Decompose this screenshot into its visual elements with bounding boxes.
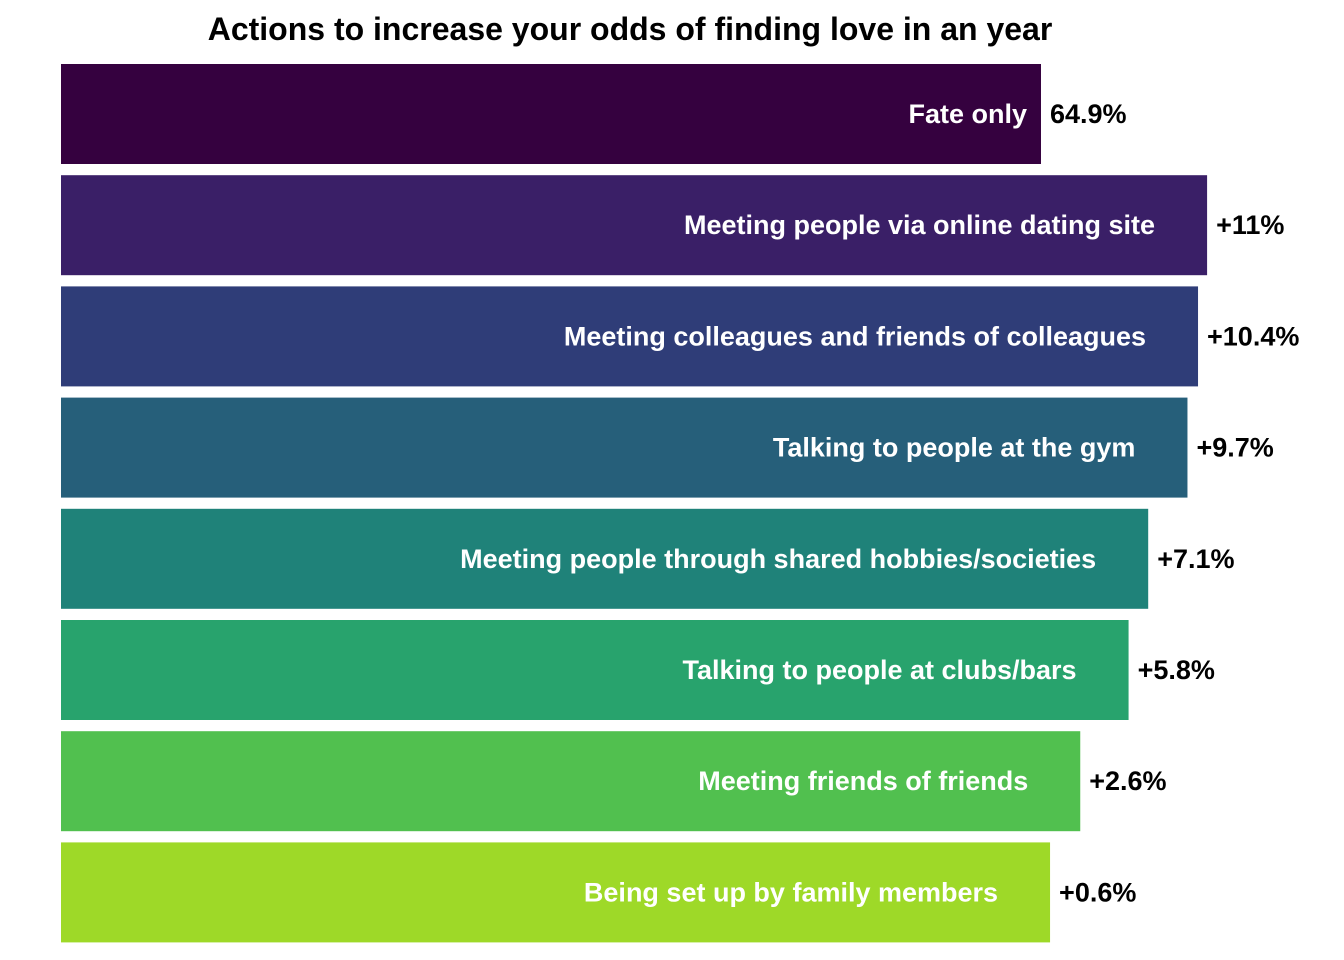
bar-value-label-7: +0.6% — [1059, 877, 1136, 907]
bar-category-label-1: Meeting people via online dating site — [684, 210, 1155, 240]
bar-category-label-7: Being set up by family members — [584, 877, 998, 907]
bar-1 — [61, 175, 1208, 276]
bar-value-label-5: +5.8% — [1138, 655, 1215, 685]
bar-category-label-6: Meeting friends of friends — [698, 766, 1028, 796]
bar-5 — [61, 620, 1129, 720]
bar-category-label-2: Meeting colleagues and friends of collea… — [564, 321, 1146, 351]
bar-value-label-0: 64.9% — [1050, 99, 1127, 129]
bar-category-label-3: Talking to people at the gym — [773, 433, 1136, 463]
bar-4 — [61, 508, 1149, 609]
bar-value-label-2: +10.4% — [1207, 321, 1299, 351]
bars-group: Fate only 64.9% Meeting people via online … — [61, 64, 1299, 943]
chart-title: Actions to increase your odds of finding… — [208, 11, 1053, 47]
bar-value-label-4: +7.1% — [1157, 544, 1234, 574]
bar-value-label-1: +11% — [1216, 210, 1284, 240]
bar-value-label-3: +9.7% — [1196, 433, 1273, 463]
bar-7 — [61, 842, 1051, 943]
bar-3 — [61, 397, 1188, 498]
bar-value-label-6: +2.6% — [1089, 766, 1166, 796]
bar-2 — [61, 286, 1199, 387]
bar-category-label-0: Fate only — [908, 99, 1027, 129]
bar-0 — [61, 64, 1041, 164]
bar-category-label-5: Talking to people at clubs/bars — [682, 655, 1076, 685]
bar-category-label-4: Meeting people through shared hobbies/so… — [460, 544, 1096, 574]
bar-6 — [61, 731, 1081, 832]
